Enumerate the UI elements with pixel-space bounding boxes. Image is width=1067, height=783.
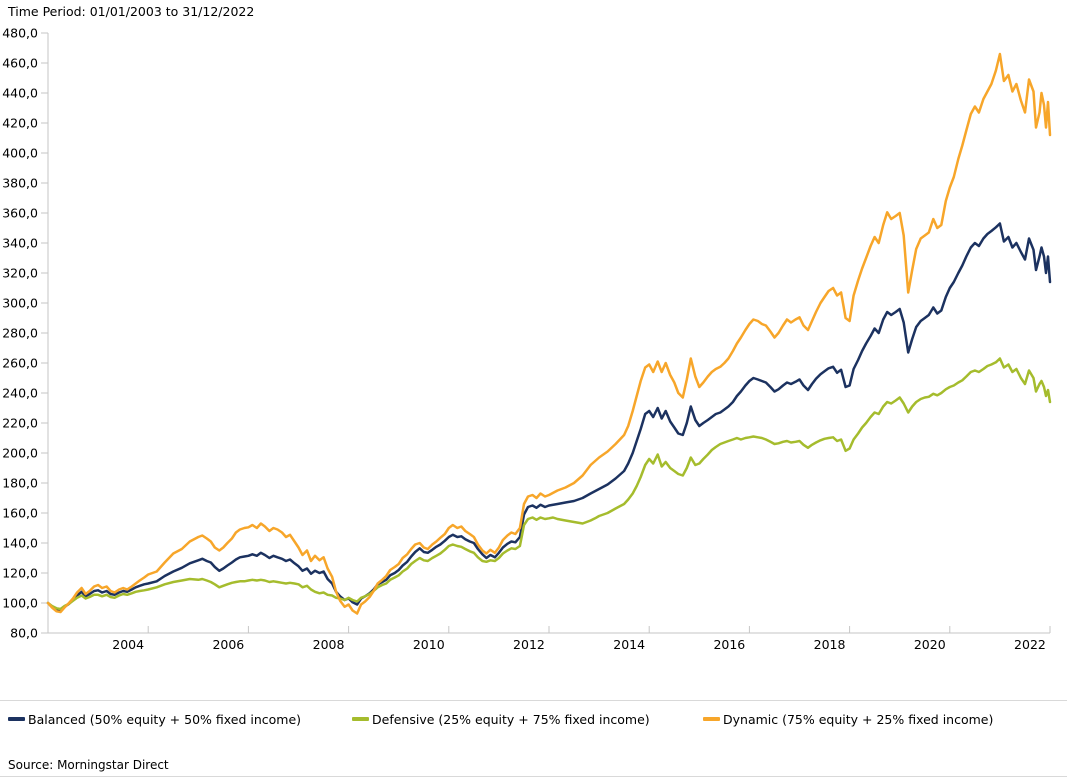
y-tick-label: 380,0 bbox=[2, 176, 38, 191]
x-tick-label: 2020 bbox=[914, 637, 946, 652]
series-line-2 bbox=[46, 52, 1052, 615]
x-tick-label: 2010 bbox=[413, 637, 445, 652]
y-tick-label: 80,0 bbox=[10, 626, 38, 641]
chart-legend: Balanced (50% equity + 50% fixed income)… bbox=[0, 710, 1067, 728]
x-tick-label: 2022 bbox=[1014, 637, 1046, 652]
y-tick-label: 460,0 bbox=[2, 56, 38, 71]
legend-label-balanced: Balanced (50% equity + 50% fixed income) bbox=[28, 711, 302, 727]
legend-swatch-balanced bbox=[8, 717, 25, 721]
y-tick-label: 400,0 bbox=[2, 146, 38, 161]
x-tick-label: 2014 bbox=[613, 637, 645, 652]
legend-label-dynamic: Dynamic (75% equity + 25% fixed income) bbox=[723, 711, 994, 727]
y-tick-label: 340,0 bbox=[2, 236, 38, 251]
time-period-title: Time Period: 01/01/2003 to 31/12/2022 bbox=[8, 4, 255, 19]
y-tick-label: 120,0 bbox=[2, 566, 38, 581]
x-tick-label: 2008 bbox=[313, 637, 345, 652]
y-tick-label: 280,0 bbox=[2, 326, 38, 341]
y-tick-label: 420,0 bbox=[2, 116, 38, 131]
legend-item-dynamic: Dynamic (75% equity + 25% fixed income) bbox=[703, 710, 993, 728]
x-tick-label: 2018 bbox=[814, 637, 846, 652]
y-tick-label: 260,0 bbox=[2, 356, 38, 371]
y-tick-label: 100,0 bbox=[2, 596, 38, 611]
x-tick-label: 2006 bbox=[212, 637, 244, 652]
y-tick-label: 360,0 bbox=[2, 206, 38, 221]
legend-swatch-defensive bbox=[352, 717, 369, 721]
legend-item-balanced: Balanced (50% equity + 50% fixed income) bbox=[8, 710, 301, 728]
y-tick-label: 200,0 bbox=[2, 446, 38, 461]
y-tick-label: 320,0 bbox=[2, 266, 38, 281]
legend-divider bbox=[0, 700, 1067, 701]
y-tick-label: 220,0 bbox=[2, 416, 38, 431]
series-line-0 bbox=[46, 222, 1052, 612]
series-line-1 bbox=[46, 357, 1052, 611]
y-tick-label: 240,0 bbox=[2, 386, 38, 401]
y-tick-label: 140,0 bbox=[2, 536, 38, 551]
chart-svg: 80,0 100,0 120,0 140,0 160,0 180,0 200,0 220,0 2… bbox=[2, 26, 1052, 652]
y-tick-label: 300,0 bbox=[2, 296, 38, 311]
x-tick-label: 2012 bbox=[513, 637, 545, 652]
y-tick-label: 180,0 bbox=[2, 476, 38, 491]
y-tick-label: 160,0 bbox=[2, 506, 38, 521]
source-note: Source: Morningstar Direct bbox=[8, 758, 169, 772]
legend-label-defensive: Defensive (25% equity + 75% fixed income… bbox=[372, 711, 650, 727]
x-tick-label: 2016 bbox=[713, 637, 745, 652]
bottom-divider bbox=[0, 776, 1067, 777]
y-tick-label: 440,0 bbox=[2, 86, 38, 101]
legend-swatch-dynamic bbox=[703, 717, 720, 721]
x-tick-label: 2004 bbox=[112, 637, 144, 652]
legend-item-defensive: Defensive (25% equity + 75% fixed income… bbox=[352, 710, 650, 728]
y-tick-label: 480,0 bbox=[2, 26, 38, 41]
